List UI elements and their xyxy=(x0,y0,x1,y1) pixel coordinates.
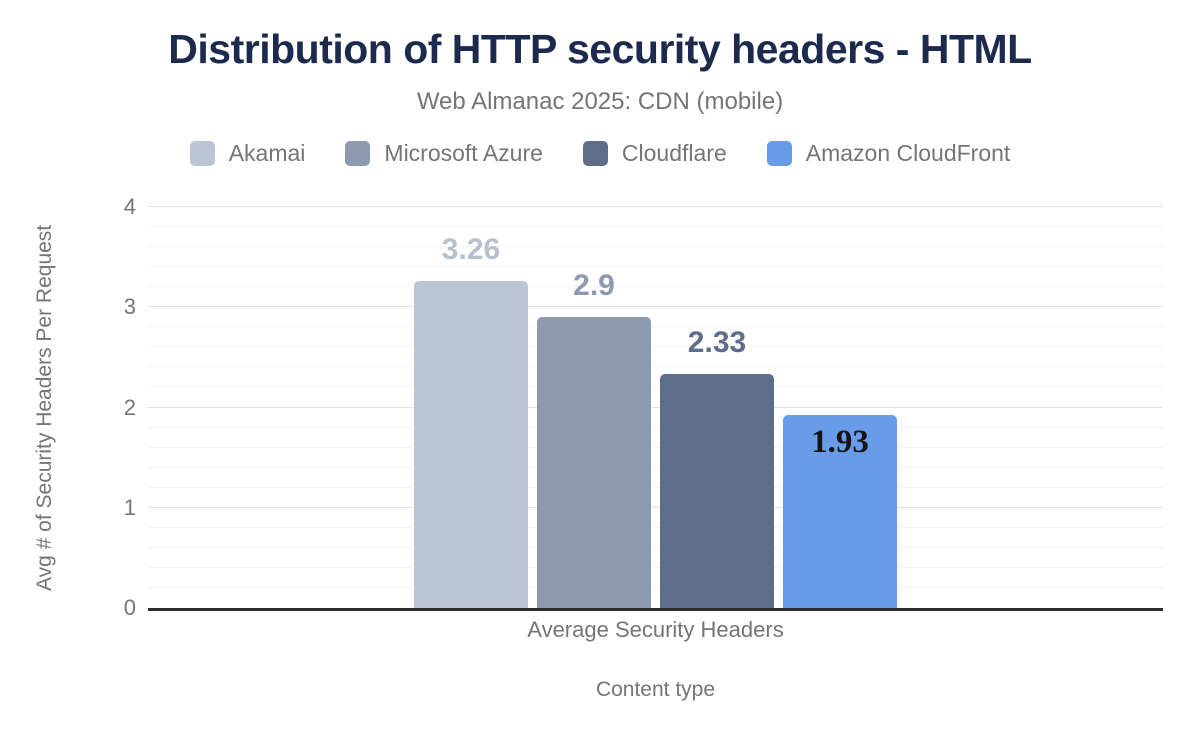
y-tick-label: 4 xyxy=(123,194,136,219)
legend-item-akamai: Akamai xyxy=(189,140,306,167)
gridline-major xyxy=(148,206,1163,207)
y-tick-label: 3 xyxy=(123,294,136,320)
gridline-minor xyxy=(148,426,1163,428)
gridline-minor xyxy=(148,366,1163,368)
legend-swatch xyxy=(345,141,371,166)
bar-group: 3.26 2.9 2.33 1.93 xyxy=(148,233,1163,608)
bar-amazon-cloudfront: 1.93 xyxy=(783,414,897,608)
y-axis-ticks: 0 1 2 3 4 xyxy=(96,194,136,620)
gridline-minor xyxy=(148,526,1163,528)
gridline-major xyxy=(148,506,1163,508)
gridline-minor xyxy=(148,326,1163,328)
gridline-minor xyxy=(148,466,1163,468)
y-tick-label: 1 xyxy=(123,494,136,520)
chart-subtitle: Web Almanac 2025: CDN (mobile) xyxy=(416,88,784,115)
x-category-label: Average Security Headers xyxy=(527,617,784,642)
x-axis-title: Content type xyxy=(595,678,716,701)
gridline-minor xyxy=(148,266,1163,268)
bar-microsoft-azure: 2.9 xyxy=(537,269,651,608)
bar-akamai: 3.26 xyxy=(414,233,528,608)
gridline-minor xyxy=(148,346,1163,348)
legend: Akamai Microsoft Azure Cloudflare Amazon Cl… xyxy=(0,140,1200,167)
bar-value-label: 3.26 xyxy=(441,233,501,267)
gridline-minor xyxy=(148,286,1163,288)
bar-value-label: 1.93 xyxy=(811,423,869,460)
gridline-minor xyxy=(148,586,1163,588)
gridline-minor xyxy=(148,386,1163,388)
legend-item-cloudflare: Cloudflare xyxy=(582,140,727,167)
legend-label: Amazon CloudFront xyxy=(805,140,1011,166)
bar-cloudflare: 2.33 xyxy=(660,326,774,608)
legend-item-microsoft-azure: Microsoft Azure xyxy=(345,140,543,167)
legend-swatch xyxy=(189,141,215,166)
legend-label: Microsoft Azure xyxy=(384,140,543,166)
gridline-minor xyxy=(148,226,1163,228)
bar-value-label: 2.33 xyxy=(687,326,747,360)
legend-label: Cloudflare xyxy=(621,140,727,166)
bar-value-label: 2.9 xyxy=(573,269,615,303)
gridline-minor xyxy=(148,486,1163,488)
legend-item-amazon-cloudfront: Amazon CloudFront xyxy=(766,140,1011,167)
plot-area: 3.26 2.9 2.33 1.93 xyxy=(148,206,1163,611)
gridline-minor xyxy=(148,546,1163,548)
y-axis-title: Avg # of Security Headers Per Request xyxy=(33,224,56,591)
gridline-minor xyxy=(148,246,1163,248)
y-tick-label: 0 xyxy=(123,595,136,620)
legend-label: Akamai xyxy=(228,140,306,166)
legend-swatch xyxy=(582,141,608,166)
gridline-major xyxy=(148,306,1163,308)
gridline-minor xyxy=(148,566,1163,568)
gridline-minor xyxy=(148,446,1163,448)
chart-title: Distribution of HTTP security headers - … xyxy=(168,26,1032,72)
y-tick-label: 2 xyxy=(123,394,136,420)
legend-swatch xyxy=(766,141,792,166)
gridline-major xyxy=(148,406,1163,408)
